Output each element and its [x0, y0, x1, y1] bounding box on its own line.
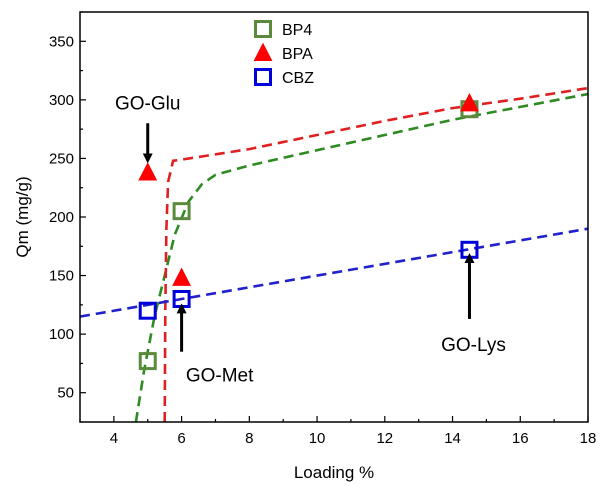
- annotation-label: GO-Met: [186, 366, 254, 387]
- data-point-cbz: [138, 301, 157, 320]
- annotation-label: GO-Lys: [441, 335, 506, 356]
- y-tick-label: 250: [49, 150, 74, 167]
- y-tick-label: 150: [49, 268, 74, 285]
- y-tick-label: 300: [49, 92, 74, 109]
- data-point-bp4: [172, 202, 191, 221]
- data-point-cbz: [172, 290, 191, 308]
- x-axis-label: Loading %: [294, 463, 374, 482]
- data-point-bpa: [172, 267, 192, 286]
- legend-label-bp4: BP4: [282, 22, 312, 39]
- legend-marker-cbz: [254, 68, 272, 86]
- x-tick-label: 8: [245, 430, 253, 447]
- legend-label-cbz: CBZ: [282, 70, 314, 87]
- data-point-bpa: [460, 92, 479, 112]
- legend-marker-bpa: [253, 42, 273, 61]
- y-tick-label: 50: [57, 385, 74, 402]
- x-tick-label: 16: [512, 430, 529, 447]
- y-tick-label: 350: [49, 33, 74, 50]
- legend-marker-bp4: [254, 20, 272, 38]
- x-tick-label: 18: [580, 430, 597, 447]
- y-tick-label: 200: [49, 209, 74, 226]
- fit-line-bpa: [163, 86, 588, 422]
- data-point-bpa: [138, 162, 158, 181]
- legend-label-bpa: BPA: [282, 46, 313, 63]
- y-tick-label: 100: [49, 326, 74, 343]
- x-tick-label: 4: [110, 430, 118, 447]
- x-tick-label: 6: [177, 430, 185, 447]
- x-tick-label: 14: [444, 430, 461, 447]
- x-tick-label: 10: [309, 430, 326, 447]
- data-point-cbz: [460, 240, 479, 259]
- fit-line-cbz: [80, 227, 588, 318]
- y-axis-label: Qm (mg/g): [13, 176, 32, 257]
- annotation-label: GO-Glu: [115, 93, 180, 114]
- data-point-bp4: [138, 352, 157, 371]
- x-tick-label: 12: [376, 430, 393, 447]
